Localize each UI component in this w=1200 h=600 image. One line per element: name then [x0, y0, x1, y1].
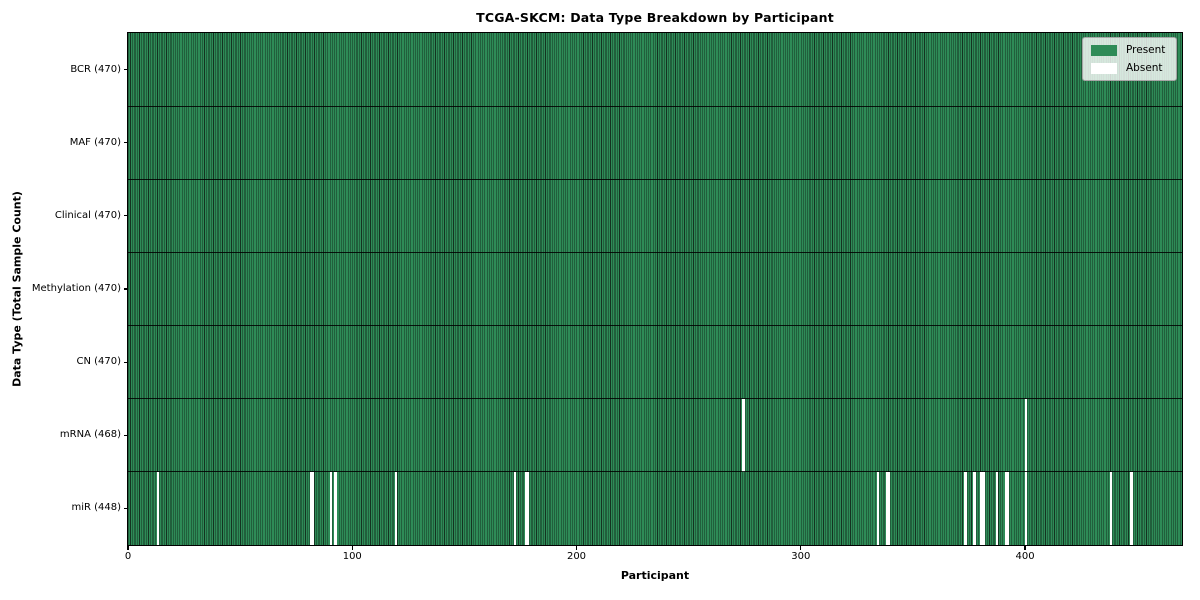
- y-tick-label-BCR: BCR (470): [70, 63, 121, 75]
- row-divider-3: [128, 251, 1182, 253]
- y-tick-label-MAF: MAF (470): [69, 136, 121, 148]
- x-tick-mark-300: [800, 546, 802, 550]
- absent-cell-miR-119: [394, 471, 398, 545]
- x-tick-mark-100: [351, 546, 353, 550]
- absent-cell-miR-334: [877, 471, 880, 545]
- x-tick-label-200: 200: [566, 551, 587, 562]
- x-tick-label-300: 300: [791, 551, 811, 562]
- absent-cell-miR-172: [513, 471, 516, 545]
- plot-area: [127, 32, 1183, 546]
- legend-item-present: Present: [1091, 44, 1168, 56]
- absent-cell-miR-92: [334, 471, 337, 545]
- legend-label-present: Present: [1126, 44, 1166, 56]
- absent-cell-mRNA-274: [742, 398, 745, 472]
- row-divider-6: [128, 471, 1182, 473]
- y-tick-label-CN: CN (470): [76, 356, 121, 368]
- absent-cell-miR-381: [982, 471, 985, 545]
- absent-cell-miR-178: [527, 471, 530, 545]
- y-tick-label-miR: miR (448): [71, 502, 121, 514]
- x-tick-label-0: 0: [124, 551, 132, 562]
- y-tick-mark-mRNA: [124, 434, 128, 436]
- x-tick-mark-0: [127, 546, 129, 550]
- absent-cell-miR-13: [157, 471, 160, 545]
- chart-title: TCGA-SKCM: Data Type Breakdown by Partic…: [476, 10, 834, 25]
- absent-cell-mRNA-400: [1025, 398, 1028, 472]
- y-tick-mark-miR: [124, 507, 128, 510]
- row-divider-1: [128, 105, 1182, 107]
- row-divider-2: [128, 178, 1182, 180]
- present-swatch: [1091, 44, 1117, 56]
- absent-cell-miR-177: [524, 471, 528, 545]
- y-tick-label-mRNA: mRNA (468): [59, 429, 121, 441]
- y-tick-mark-Methylation: [124, 288, 128, 290]
- absent-cell-miR-391: [1004, 471, 1008, 545]
- y-tick-label-Clinical: Clinical (470): [54, 209, 121, 221]
- absent-cell-miR-447: [1130, 471, 1133, 545]
- x-tick-label-400: 400: [1015, 551, 1035, 562]
- present-cells-background: [128, 33, 1182, 545]
- y-tick-mark-Clinical: [124, 215, 128, 217]
- legend-label-absent: Absent: [1126, 62, 1163, 74]
- absent-cell-miR-373: [964, 471, 967, 545]
- x-tick-label-100: 100: [342, 551, 362, 562]
- y-tick-mark-CN: [124, 361, 128, 363]
- absent-swatch: [1091, 62, 1117, 74]
- x-axis-label: Participant: [620, 569, 690, 582]
- y-tick-mark-MAF: [124, 142, 128, 144]
- absent-cell-miR-81: [309, 471, 312, 545]
- absent-cell-miR-90: [329, 471, 333, 545]
- absent-cell-miR-380: [980, 471, 983, 545]
- y-tick-label-Methylation: Methylation (470): [31, 283, 121, 294]
- absent-cell-miR-392: [1007, 471, 1010, 545]
- absent-cell-miR-377: [973, 471, 976, 545]
- absent-cell-miR-338: [885, 471, 889, 545]
- absent-cell-miR-387: [995, 471, 999, 545]
- y-tick-mark-BCR: [124, 68, 128, 71]
- absent-cell-miR-339: [888, 471, 891, 545]
- x-tick-mark-400: [1024, 546, 1026, 550]
- legend: Present Absent: [1082, 37, 1177, 81]
- legend-item-absent: Absent: [1091, 62, 1168, 74]
- absent-cell-miR-82: [311, 471, 315, 545]
- row-divider-5: [128, 398, 1182, 400]
- row-divider-4: [128, 325, 1182, 327]
- absent-cell-miR-400: [1025, 471, 1028, 545]
- absent-cell-miR-438: [1110, 471, 1113, 545]
- x-tick-mark-200: [575, 546, 578, 550]
